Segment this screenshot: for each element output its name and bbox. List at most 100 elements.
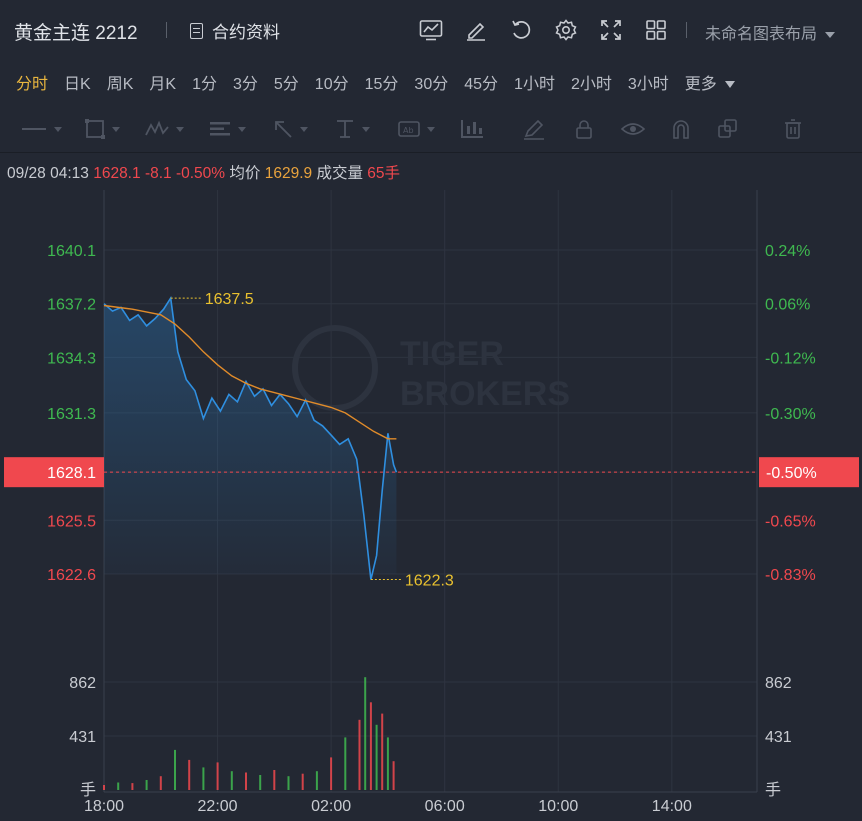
tab-timeframe[interactable]: 更多 (685, 70, 735, 94)
refresh-icon[interactable] (508, 17, 534, 43)
volume-bar (216, 762, 219, 790)
volume-tick-label: 862 (765, 675, 792, 692)
info-volume-value: 65手 (367, 165, 401, 182)
volume-bar (301, 773, 304, 790)
volume-bar (358, 719, 361, 790)
label-tool-icon[interactable]: Ab (397, 118, 435, 140)
tab-timeframe[interactable]: 周K (106, 76, 134, 93)
low-label: 1622.3 (405, 573, 454, 590)
volume-unit-label: 手 (765, 781, 781, 799)
current-price-tag (4, 457, 104, 488)
tab-timeframe[interactable]: 分时 (16, 76, 49, 93)
edit-icon[interactable] (463, 17, 489, 43)
fullscreen-icon[interactable] (598, 17, 624, 43)
tab-timeframe[interactable]: 2小时 (570, 76, 612, 93)
volume-bar (369, 702, 372, 790)
time-tick-label: 10:00 (538, 798, 578, 815)
drawing-toolbar: Ab (0, 104, 862, 153)
volume-bar (188, 759, 191, 790)
wave-tool-icon[interactable] (144, 118, 184, 140)
document-icon (190, 22, 203, 39)
text-list-tool-icon[interactable] (208, 118, 246, 140)
indicator-tool-icon[interactable] (459, 118, 485, 140)
price-info-line: 09/28 04:13 1628.1 -8.1 -0.50% 均价 1629.9… (7, 161, 400, 183)
eye-icon[interactable] (620, 118, 646, 140)
volume-bar (381, 713, 384, 790)
watermark-logo-icon (292, 325, 378, 411)
volume-bar (344, 737, 347, 790)
tab-timeframe[interactable]: 5分 (273, 76, 299, 93)
tab-timeframe[interactable]: 月K (149, 76, 177, 93)
tab-timeframe[interactable]: 15分 (364, 76, 399, 93)
lock-icon[interactable] (573, 118, 595, 140)
top-bar: 黄金主连 2212 合约资料 未命名图表布局 (0, 0, 862, 60)
timeframe-tabs: 分时 日K 周K 月K 1分 3分 5分 10分 15分 30分 45分 1小时 2小时 3小时 更多 (0, 60, 862, 104)
time-tick-label: 06:00 (425, 798, 465, 815)
arrow-tool-icon[interactable] (272, 118, 308, 140)
volume-tick-label: 862 (69, 675, 96, 692)
volume-bar (103, 785, 105, 790)
tab-timeframe[interactable]: 30分 (414, 76, 449, 93)
price-area (104, 298, 397, 580)
volume-bar (287, 776, 290, 790)
settings-icon[interactable] (553, 17, 579, 43)
price-tick-label: 1634.3 (47, 350, 96, 367)
volume-bar (330, 757, 333, 790)
volume-bar (392, 761, 395, 790)
tab-timeframe[interactable]: 1分 (192, 76, 217, 93)
price-tick-label: 1637.2 (47, 297, 96, 314)
line-tool-icon[interactable] (20, 118, 62, 140)
time-tick-label: 22:00 (198, 798, 238, 815)
percent-tick-label: -0.65% (765, 513, 816, 530)
measure-tool-icon[interactable] (334, 118, 370, 140)
trash-icon[interactable] (782, 118, 804, 140)
watermark-text: BROKERS (400, 375, 570, 413)
copy-icon[interactable] (716, 118, 740, 140)
current-pct-tag (759, 457, 859, 488)
magnet-icon[interactable] (670, 118, 692, 140)
volume-bar (245, 772, 247, 790)
tab-timeframe[interactable]: 45分 (464, 76, 499, 93)
percent-tick-label: 0.06% (765, 297, 810, 314)
watermark-text: TIGER (400, 335, 504, 373)
volume-unit-label: 手 (80, 781, 96, 799)
volume-bar (117, 782, 120, 790)
volume-bar (375, 724, 378, 790)
price-line (103, 295, 398, 580)
price-tick-label: 1640.1 (47, 243, 96, 260)
rectangle-tool-icon[interactable] (84, 118, 120, 140)
volume-bar (159, 776, 162, 790)
volume-bar (386, 737, 389, 790)
tab-timeframe[interactable]: 3分 (232, 76, 258, 93)
divider (166, 22, 167, 38)
chart-icon[interactable] (418, 17, 444, 43)
percent-tick-label: -0.12% (765, 350, 816, 367)
chart-layout-selector[interactable]: 未命名图表布局 (705, 20, 836, 44)
chevron-down-icon (825, 31, 836, 38)
current-pct-label: -0.50% (766, 465, 817, 482)
volume-tick-label: 431 (69, 729, 96, 746)
divider (686, 22, 687, 38)
percent-tick-label: -0.30% (765, 406, 816, 423)
svg-text:Ab: Ab (403, 126, 414, 135)
volume-bar (364, 677, 367, 790)
contract-info-button[interactable]: 合约资料 (190, 18, 280, 43)
info-avg-value: 1629.9 (264, 165, 313, 182)
tab-timeframe[interactable]: 日K (64, 76, 91, 93)
pen-icon[interactable] (522, 118, 546, 140)
volume-bar (273, 770, 276, 790)
time-tick-label: 18:00 (84, 798, 124, 815)
volume-bar (259, 775, 262, 790)
tab-timeframe[interactable]: 3小时 (627, 76, 669, 93)
price-tick-label: 1622.6 (47, 567, 96, 584)
tab-timeframe[interactable]: 10分 (314, 76, 349, 93)
grid-layout-icon[interactable] (643, 17, 669, 43)
chart-layout-label: 未命名图表布局 (705, 26, 818, 43)
info-datetime: 09/28 04:13 (7, 165, 89, 182)
tab-timeframe[interactable]: 1小时 (514, 76, 555, 93)
average-line (103, 304, 397, 440)
current-price-label: 1628.1 (47, 465, 96, 482)
instrument-title: 黄金主连 2212 (14, 23, 138, 44)
price-tick-label: 1625.5 (47, 513, 96, 530)
